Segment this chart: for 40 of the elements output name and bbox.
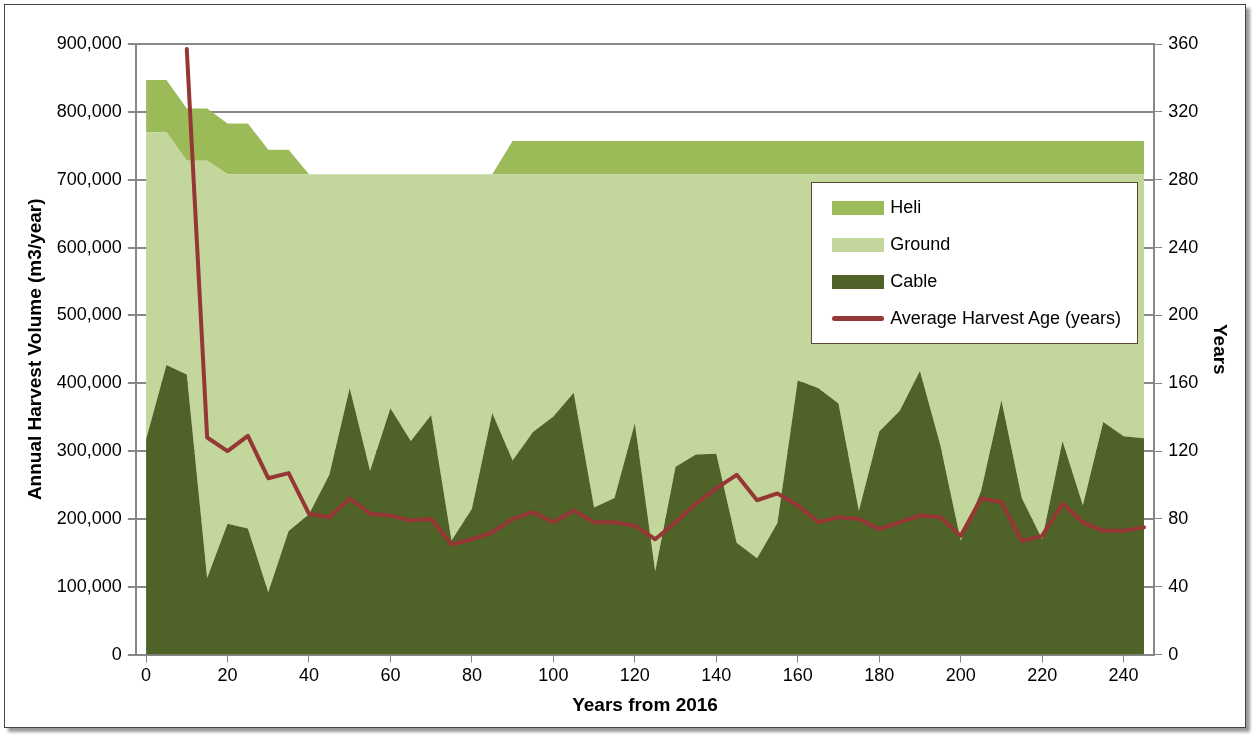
y-tick-label: 600,000 — [56, 236, 122, 257]
y-tick-label: 500,000 — [56, 304, 122, 325]
x-tick-label: 240 — [1108, 665, 1139, 686]
y2-tick-label: 120 — [1168, 440, 1199, 461]
x-tick-label: 20 — [217, 665, 238, 686]
y-tick-label: 900,000 — [56, 32, 122, 53]
legend-label: Ground — [890, 234, 951, 255]
x-axis-title: Years from 2016 — [572, 693, 718, 715]
legend-label: Heli — [890, 197, 922, 218]
x-tick-label: 140 — [701, 665, 732, 686]
y-tick-label: 400,000 — [56, 372, 122, 393]
y2-tick-label: 360 — [1168, 32, 1199, 53]
y-tick-label: 100,000 — [56, 575, 122, 596]
x-tick-label: 180 — [864, 665, 895, 686]
x-tick-label: 40 — [298, 665, 319, 686]
y2-axis-title: Years — [1210, 323, 1232, 375]
legend-label: Average Harvest Age (years) — [890, 308, 1121, 329]
y2-tick-label: 200 — [1168, 304, 1199, 325]
y2-tick-label: 160 — [1168, 372, 1199, 393]
x-tick-label: 160 — [782, 665, 813, 686]
y-tick-label: 0 — [111, 643, 122, 664]
y2-tick-label: 40 — [1168, 575, 1189, 596]
x-tick-label: 0 — [141, 665, 152, 686]
x-tick-label: 80 — [461, 665, 482, 686]
y2-tick-label: 240 — [1168, 236, 1199, 257]
x-tick-label: 100 — [538, 665, 569, 686]
y2-tick-label: 320 — [1168, 100, 1199, 121]
legend-label: Cable — [890, 271, 938, 292]
x-tick-label: 200 — [945, 665, 976, 686]
y-axis-title: Annual Harvest Volume (m3/year) — [23, 198, 45, 501]
y2-tick-label: 0 — [1168, 643, 1179, 664]
x-tick-label: 220 — [1027, 665, 1058, 686]
y-tick-label: 800,000 — [56, 100, 122, 121]
y2-tick-label: 280 — [1168, 168, 1199, 189]
x-tick-label: 120 — [619, 665, 650, 686]
y-tick-label: 200,000 — [56, 507, 122, 528]
x-tick-label: 60 — [380, 665, 401, 686]
y2-tick-label: 80 — [1168, 507, 1189, 528]
y-tick-label: 300,000 — [56, 440, 122, 461]
y-tick-label: 700,000 — [56, 168, 122, 189]
